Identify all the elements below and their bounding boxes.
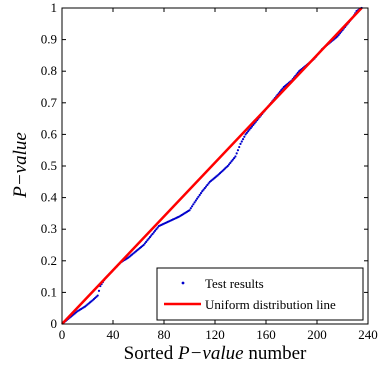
y-tick-label: 0.8 — [41, 63, 57, 78]
data-point — [97, 289, 101, 292]
data-point — [202, 188, 205, 191]
data-point — [240, 140, 243, 143]
data-point — [231, 158, 234, 161]
data-point — [244, 133, 247, 136]
data-point — [155, 228, 158, 231]
x-tick-label: 160 — [256, 327, 276, 342]
data-point — [151, 232, 154, 236]
y-axis-title: P−value — [10, 132, 31, 199]
y-tick-label: 0.9 — [41, 32, 57, 47]
data-point — [152, 231, 155, 234]
data-point — [199, 192, 203, 195]
data-point — [153, 229, 157, 232]
legend-marker-test-results — [181, 281, 185, 285]
data-point — [189, 207, 192, 210]
data-point — [233, 157, 236, 160]
y-tick-label: 0 — [51, 316, 58, 331]
data-point — [142, 243, 145, 247]
data-point — [143, 242, 146, 245]
y-tick-label: 0.1 — [41, 284, 57, 299]
data-point — [145, 240, 148, 243]
data-point — [238, 145, 241, 149]
x-tick-label: 240 — [358, 327, 378, 342]
data-point — [190, 205, 194, 208]
data-point — [230, 160, 233, 163]
data-point — [207, 182, 210, 185]
y-tick-label: 0.6 — [41, 126, 58, 141]
axes — [61, 7, 369, 325]
data-point — [147, 237, 150, 240]
y-tick-label: 0.7 — [41, 95, 58, 110]
data-point — [243, 135, 246, 138]
data-point — [197, 195, 200, 198]
uniform-distribution-line — [61, 7, 363, 325]
data-point — [203, 187, 206, 190]
data-point — [247, 130, 250, 133]
data-point — [229, 161, 232, 164]
data-point — [249, 126, 252, 130]
data-point — [188, 209, 191, 212]
legend-label-uniform-line: Uniform distribution line — [205, 297, 336, 312]
data-point — [193, 201, 196, 204]
data-point — [196, 197, 199, 200]
data-point — [234, 155, 237, 158]
data-point — [245, 131, 248, 134]
data-point — [96, 294, 99, 297]
y-tick-label: 0.4 — [41, 190, 58, 205]
data-point — [156, 226, 159, 229]
y-tick-label: 0.5 — [41, 158, 57, 173]
x-tick-label: 40 — [107, 327, 120, 342]
data-point — [204, 185, 208, 188]
data-point — [194, 199, 197, 202]
legend: Test results Uniform distribution line — [156, 267, 364, 321]
x-tick-label: 0 — [59, 327, 66, 342]
data-point — [227, 163, 231, 166]
y-tick-label: 1 — [51, 0, 58, 15]
x-tick-label: 80 — [158, 327, 171, 342]
data-point — [198, 193, 201, 197]
data-point — [192, 203, 195, 206]
data-point — [206, 183, 209, 187]
data-point — [239, 142, 242, 145]
data-point — [241, 138, 245, 141]
x-axis-title: Sorted P−value number — [124, 343, 307, 364]
x-axis-title-italic: P−value — [177, 343, 244, 364]
data-point — [201, 190, 204, 193]
data-point — [148, 236, 152, 239]
data-point — [235, 152, 238, 155]
x-tick-label: 200 — [307, 327, 327, 342]
data-point — [226, 164, 229, 168]
legend-box — [156, 267, 364, 321]
y-tick-label: 0.2 — [41, 253, 57, 268]
y-tick-label: 0.3 — [41, 221, 57, 236]
tick-labels: 0 40 80 120 160 200 240 0 0.1 0.2 0.3 0.4 0.5 0.6 0.7 0… — [41, 0, 378, 342]
uniform-line-layer — [61, 7, 363, 325]
data-point — [146, 239, 149, 242]
x-axis-title-suffix: number — [244, 343, 307, 364]
x-axis-title-prefix: Sorted — [124, 343, 178, 364]
data-point — [150, 234, 153, 237]
legend-label-test-results: Test results — [205, 276, 264, 291]
data-point — [248, 128, 251, 131]
x-tick-label: 120 — [205, 327, 225, 342]
data-point — [236, 149, 240, 152]
